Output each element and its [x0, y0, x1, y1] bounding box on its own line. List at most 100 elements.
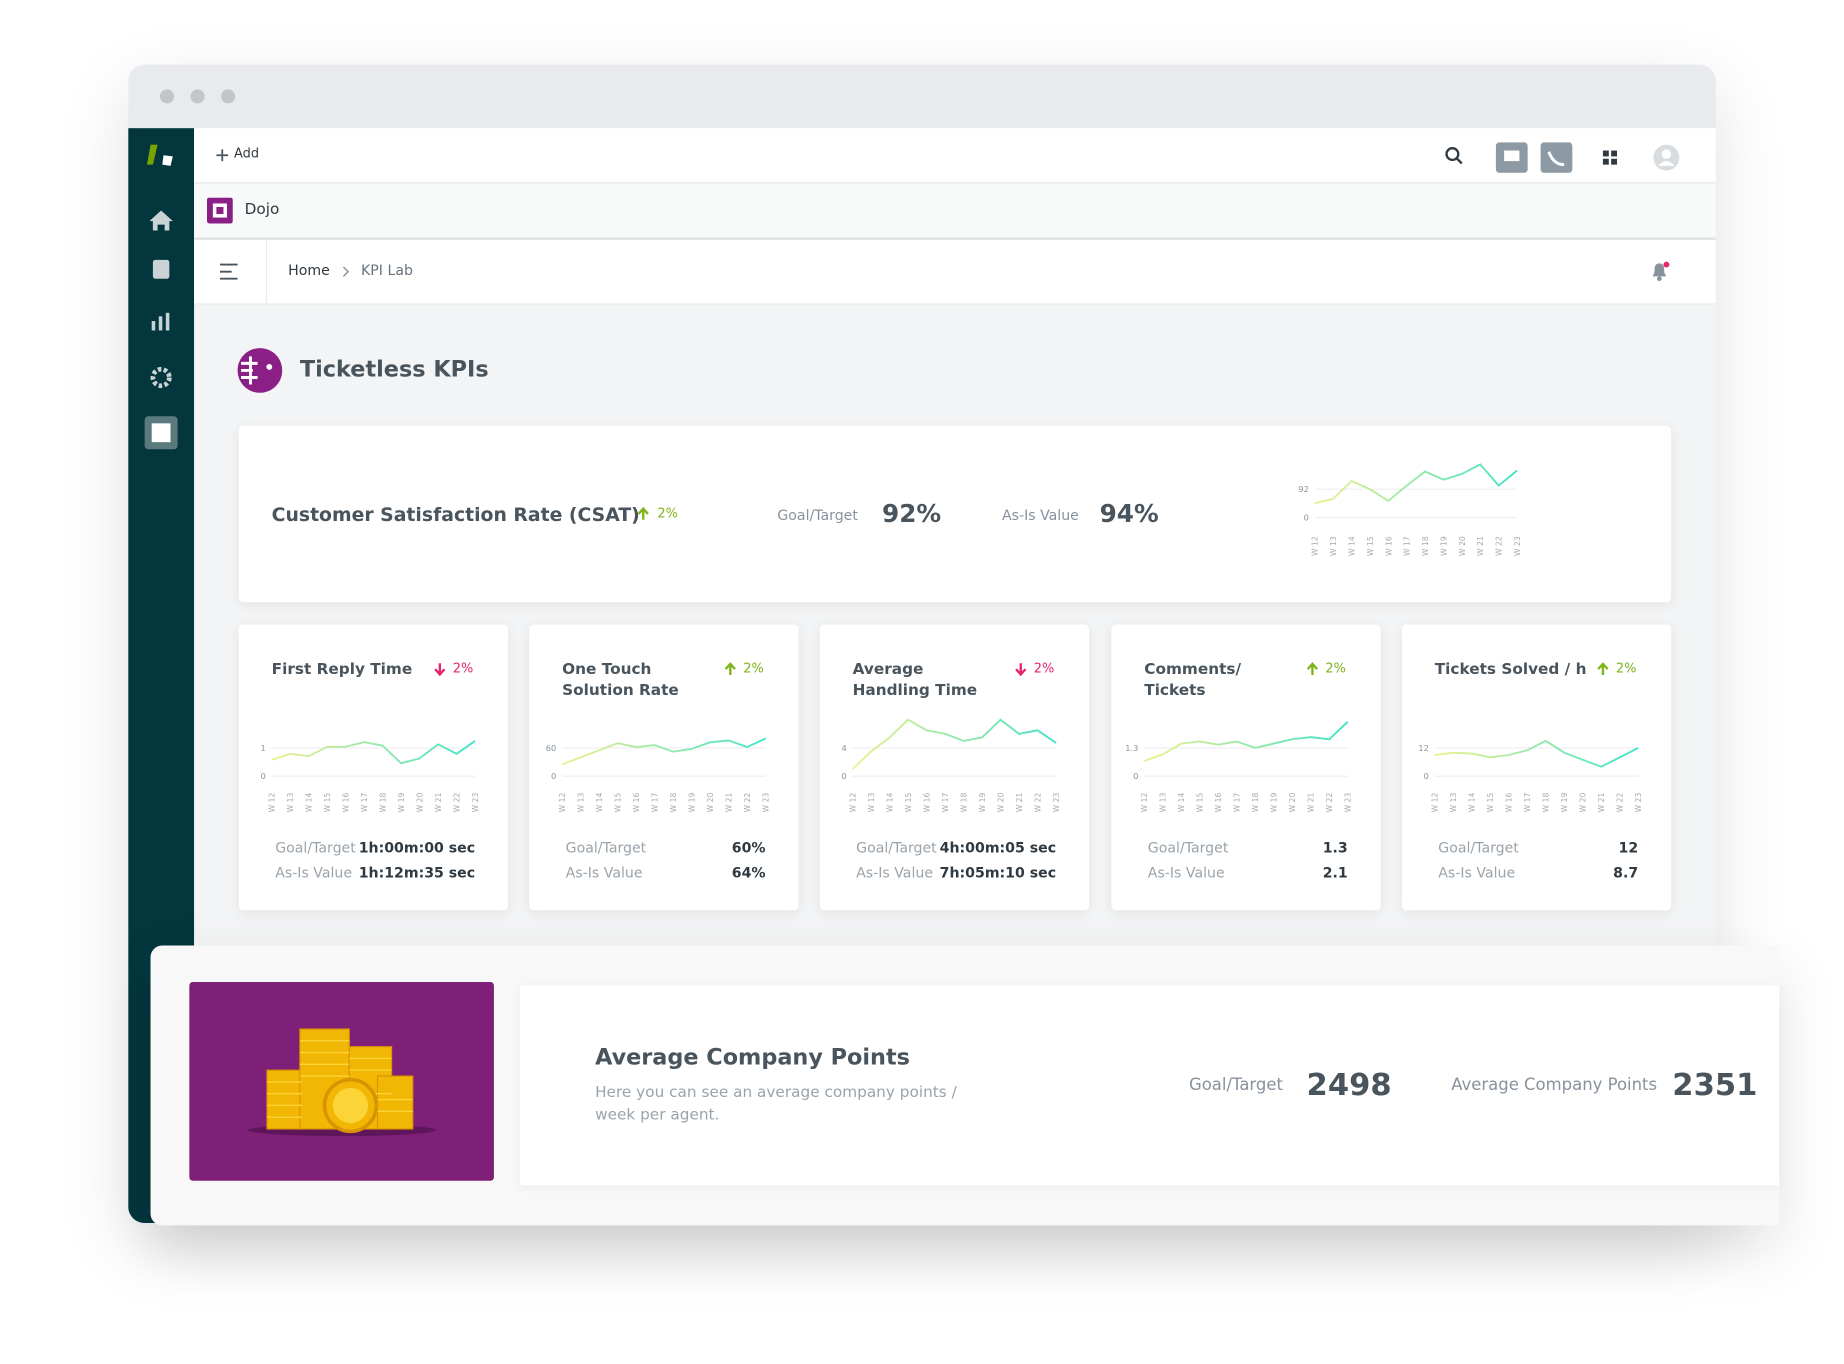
x-tick-label: W 18: [1251, 792, 1260, 812]
x-tick-label: W 17: [1233, 792, 1242, 812]
x-tick-label: W 21: [1597, 792, 1606, 812]
kpi-title: First Reply Time: [271, 660, 413, 679]
y-tick-label: 0: [551, 771, 556, 781]
x-tick-label: W 18: [669, 792, 678, 812]
settings-icon[interactable]: [150, 366, 172, 389]
x-tick-label: W 16: [923, 792, 932, 812]
trend-line: [851, 718, 1057, 770]
change-arrow: [1306, 662, 1319, 676]
csat-asis-value: 94%: [1099, 499, 1159, 529]
kpi-change: 2%: [452, 660, 474, 677]
divider: [265, 239, 267, 304]
talk-button[interactable]: [1540, 142, 1573, 173]
x-tick-label: W 20: [706, 792, 715, 812]
x-tick-label: W 20: [997, 792, 1006, 812]
csat-goal-label: Goal/Target: [777, 506, 858, 524]
x-tick-label: W 17: [1523, 792, 1532, 812]
breadcrumb-chevron: [342, 266, 350, 277]
x-tick-label: W 19: [397, 792, 406, 812]
goal-label: Goal/Target: [856, 839, 937, 857]
x-tick-label: W 15: [1486, 792, 1495, 812]
y-tick-label: 0: [261, 771, 266, 781]
x-tick-label: W 20: [1579, 792, 1588, 812]
x-tick-label: W 12: [849, 792, 858, 812]
kpi-title: Comments/ Tickets: [1144, 660, 1242, 700]
notification-bell[interactable]: [1649, 261, 1670, 282]
kpi-card: First Reply Time 2% 0 1 W 12 W 13 W 14 W 15 W 16…: [238, 624, 509, 911]
change-arrow: [724, 662, 736, 676]
trend-line: [1143, 721, 1349, 762]
asis-label: As-Is Value: [856, 864, 934, 881]
add-button[interactable]: Add: [234, 145, 260, 162]
x-tick-label: W 15: [1366, 536, 1375, 556]
csat-change: 2%: [657, 505, 678, 521]
x-tick-label: W 14: [886, 792, 895, 812]
menu-icon[interactable]: [219, 263, 239, 280]
page-title: Ticketless KPIs: [299, 356, 489, 383]
x-tick-label: W 18: [379, 792, 388, 812]
avg-value: 2351: [1672, 1067, 1758, 1104]
change-arrow: [1597, 662, 1609, 676]
sparkline: 0 12 W 12 W 13 W 14 W 15 W 16 W 17 W 18 W 19 W 20 W…: [1418, 739, 1643, 812]
goal-label: Goal/Target: [275, 839, 356, 857]
add-icon[interactable]: [215, 148, 229, 162]
trend-line: [1434, 739, 1639, 768]
top-bar: Add: [194, 128, 1716, 184]
asis-value: 2.1: [1322, 864, 1348, 881]
x-tick-label: W 16: [1214, 792, 1223, 812]
x-tick-label: W 12: [268, 792, 277, 812]
arrow-shape: [1597, 662, 1609, 676]
kpi-title: One Touch Solution Rate: [562, 660, 679, 700]
x-tick-label: W 21: [725, 792, 734, 812]
x-tick-label: W 19: [1560, 792, 1569, 812]
x-tick-label: W 15: [1196, 792, 1205, 812]
y-tick-label: 4: [842, 743, 847, 753]
trend-line: [271, 740, 476, 765]
title-bar: [128, 64, 1716, 129]
coins-illustration: [189, 981, 494, 1181]
arrow-shape: [1306, 662, 1319, 676]
asis-label: As-Is Value: [275, 864, 353, 881]
x-tick-label: W 18: [1542, 792, 1551, 812]
asis-value: 8.7: [1613, 864, 1639, 881]
x-tick-label: W 13: [577, 792, 586, 812]
x-tick-label: W 20: [1458, 536, 1467, 556]
goal-label: Goal/Target: [1438, 839, 1519, 857]
x-tick-label: W 13: [1159, 792, 1168, 812]
kpi-card: Comments/ Tickets 2% 0 1.3 W 12 W 13 W 14 W 15 W…: [1111, 624, 1381, 911]
goal-value: 1h:00m:00 sec: [358, 839, 476, 857]
csat-goal-value: 92%: [882, 499, 942, 529]
x-tick-label: W 19: [688, 792, 697, 812]
views-icon[interactable]: [152, 259, 170, 279]
change-arrow: [434, 663, 446, 677]
kpi-change: 2%: [1615, 660, 1637, 677]
kpi-title: Tickets Solved / h: [1434, 660, 1587, 679]
x-tick-label: W 23: [1344, 792, 1353, 812]
asis-label: As-Is Value: [1438, 864, 1516, 881]
y-tick-label: 0: [1424, 771, 1429, 781]
csat-title: Customer Satisfaction Rate (CSAT): [271, 503, 640, 526]
sparkline: 0 1 W 12 W 13 W 14 W 15 W 16 W 17 W 18 W 19 W 20 W …: [261, 740, 480, 812]
csat-card: Customer Satisfaction Rate (CSAT) 2% Goal/…: [238, 425, 1672, 603]
x-tick-label: W 23: [762, 792, 771, 812]
sparkline: 0 1.3 W 12 W 13 W 14 W 15 W 16 W 17 W 18 W 19 W 20…: [1125, 721, 1353, 812]
kpi-card: One Touch Solution Rate 2% 0 60 W 12 W 13 W 14…: [529, 624, 799, 911]
top-icons: [1445, 142, 1680, 173]
x-tick-label: W 12: [1311, 536, 1320, 556]
trend-line: [1314, 463, 1518, 505]
x-tick-label: W 18: [1421, 536, 1430, 556]
points-title: Average Company Points: [595, 1044, 910, 1071]
asis-label: As-Is Value: [1147, 864, 1225, 881]
kpi-logo: [237, 348, 283, 393]
kpi-change: 2%: [743, 660, 764, 677]
y-tick-label: 0: [1133, 771, 1138, 781]
breadcrumb-home[interactable]: Home: [288, 262, 330, 279]
x-tick-label: W 16: [632, 792, 641, 812]
points-card: Average Company Points Here you can see …: [519, 985, 1780, 1186]
x-tick-label: W 21: [434, 792, 443, 812]
asis-label: As-Is Value: [565, 864, 643, 881]
kpi-title: Average Handling Time: [852, 660, 978, 700]
home-icon[interactable]: [149, 210, 173, 231]
